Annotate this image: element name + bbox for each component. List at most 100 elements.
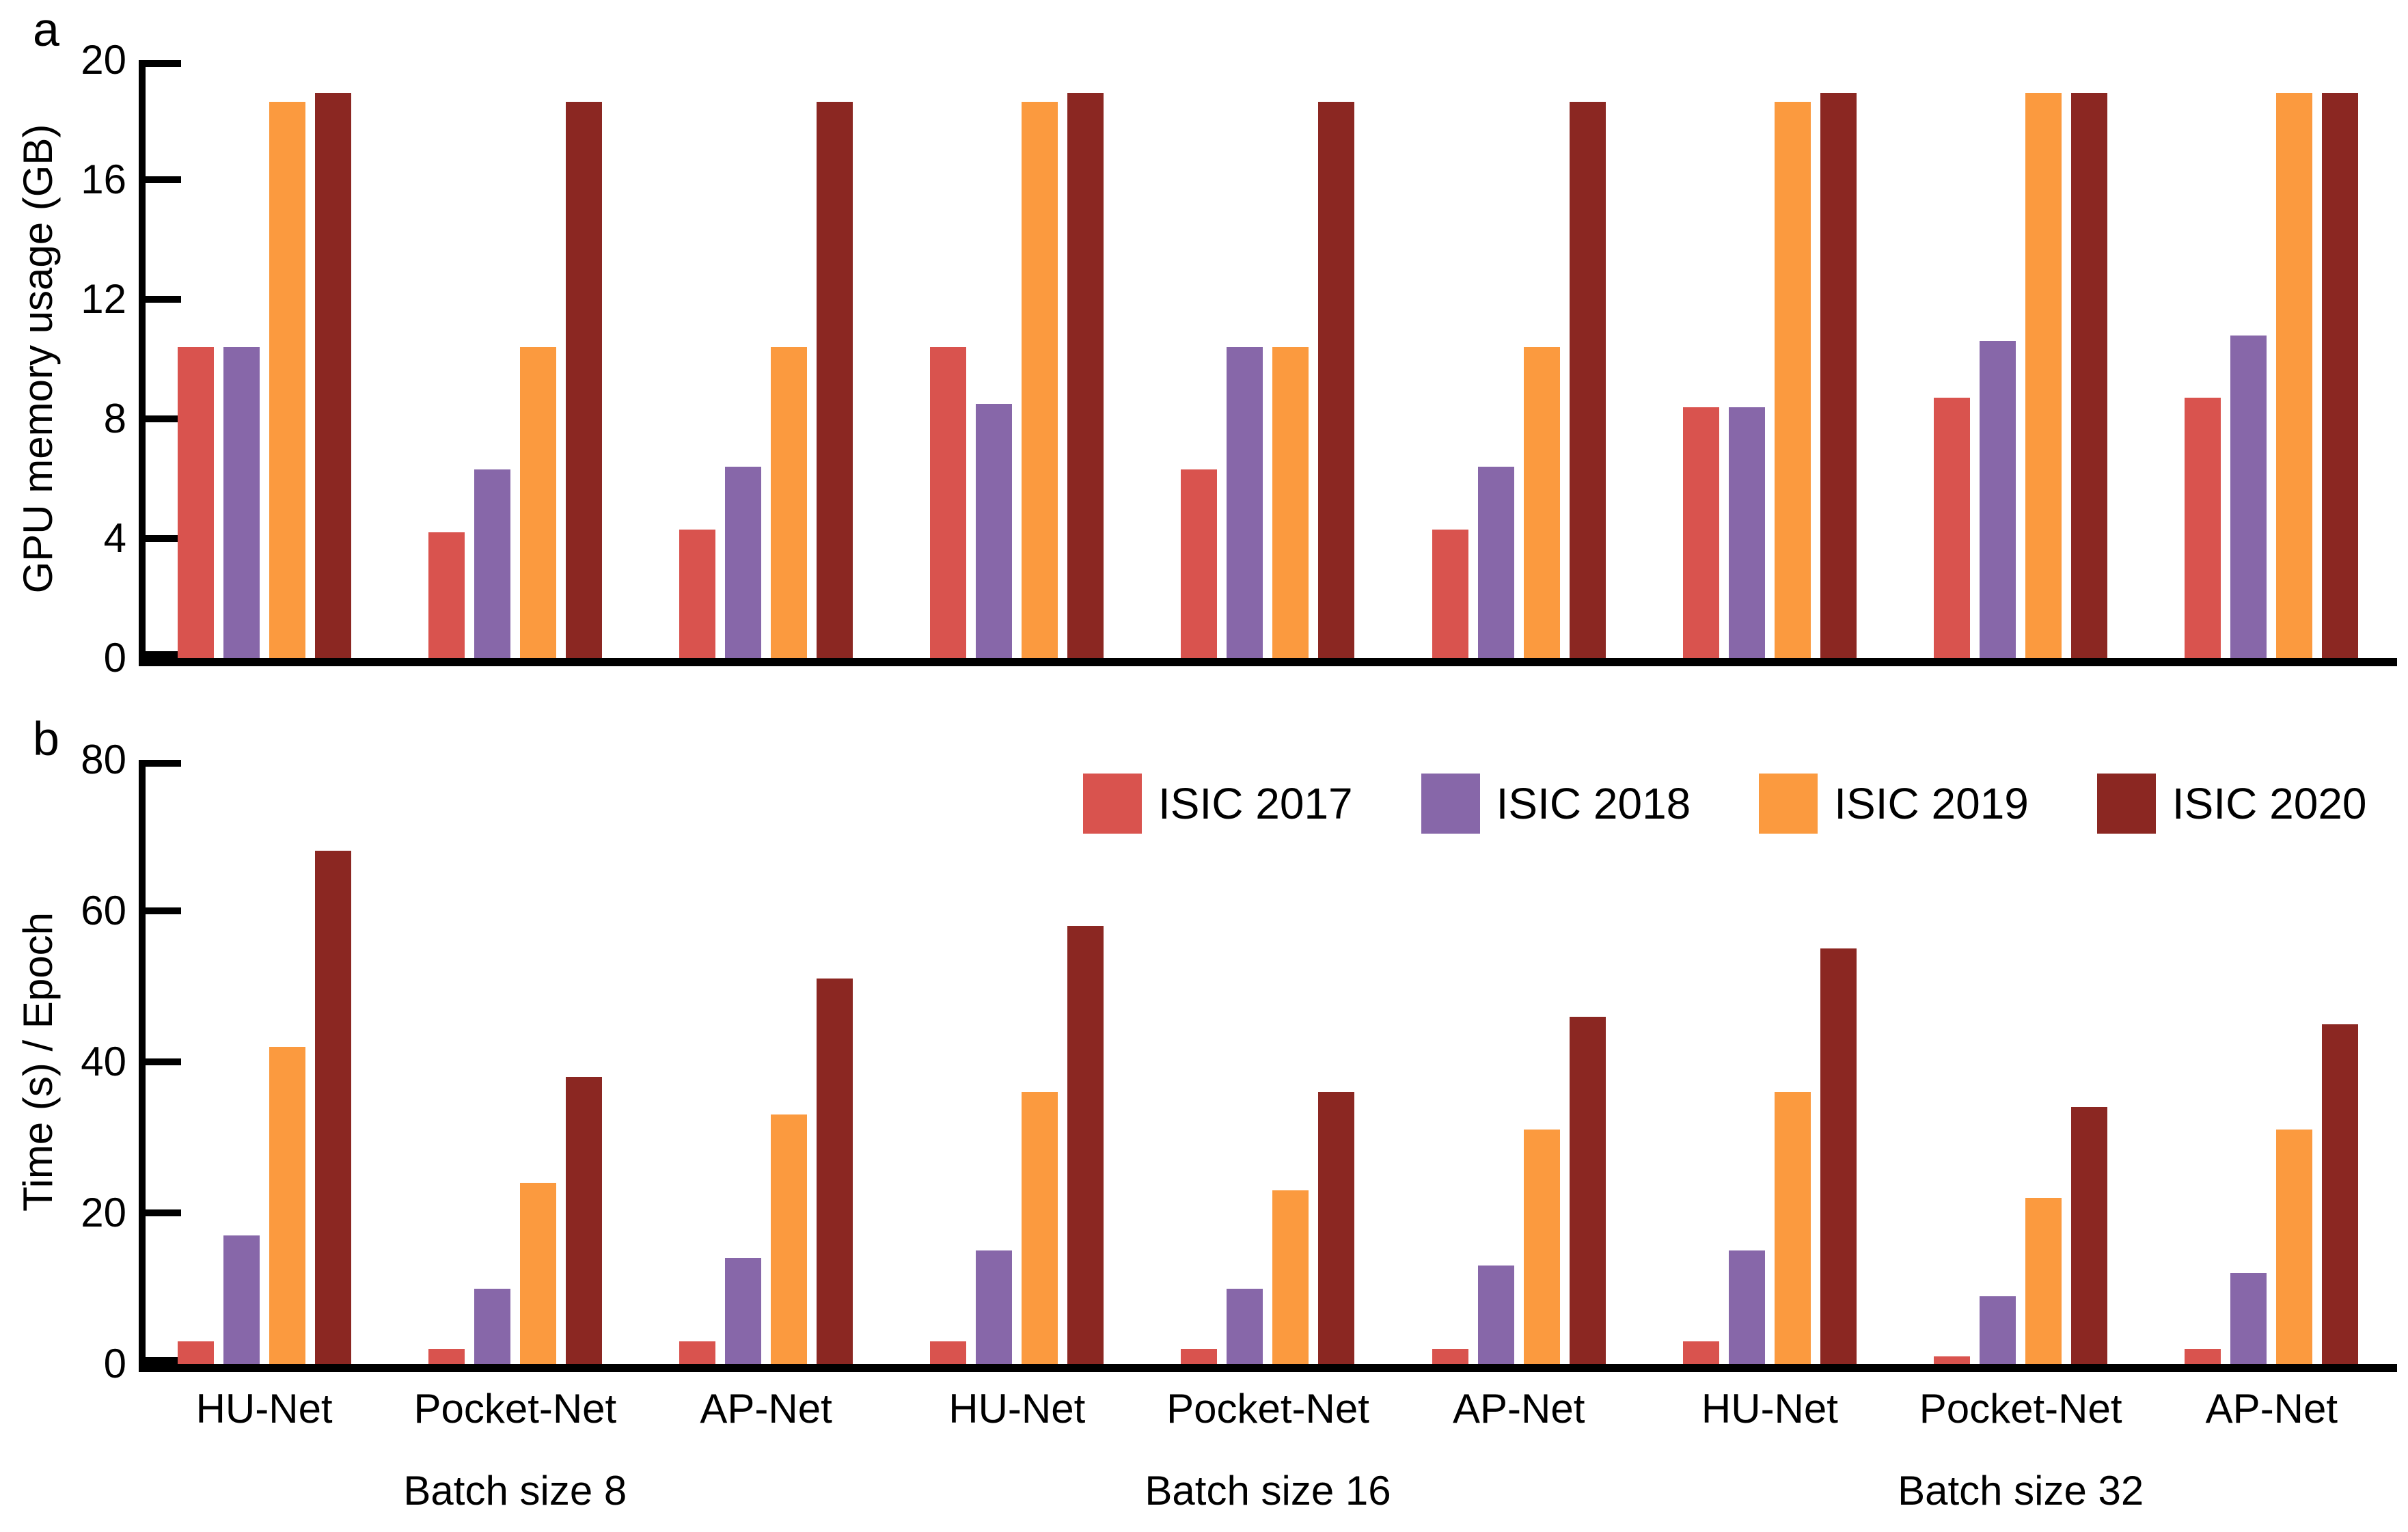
y-tick-label: 20 [81,1190,126,1235]
bar-group [389,760,640,1364]
bar-group [640,60,891,658]
bar-isic-2017 [679,529,716,658]
bar-group [2146,60,2397,658]
bar-group [1896,60,2146,658]
x-group-label: AP-Net [1453,1386,1585,1432]
bar-group [1143,60,1393,658]
bar-isic-2020 [1569,102,1606,658]
bar-isic-2018 [1980,1296,2016,1364]
y-tick-mark [146,907,181,914]
y-tick-label: 0 [103,635,126,681]
bar-isic-2020 [1820,948,1857,1364]
legend-swatch-isic-2018 [1421,774,1480,834]
bar-isic-2018 [1980,341,2016,658]
bar-group [139,760,389,1364]
x-batch-label: Batch size 16 [1145,1468,1391,1514]
bar-isic-2019 [1272,1190,1309,1364]
y-axis-line [139,60,146,666]
bar-isic-2020 [2071,1107,2108,1364]
bar-isic-2020 [314,93,351,658]
bar-isic-2018 [725,467,762,658]
bar-isic-2018 [725,1258,762,1364]
plot-area-gpu-memory [139,60,2397,666]
legend: ISIC 2017 ISIC 2018 ISIC 2019 ISIC 2020 [1083,774,2367,834]
bar-isic-2019 [2276,93,2313,658]
bar-isic-2017 [679,1341,716,1364]
legend-entry: ISIC 2017 [1083,774,1353,834]
bar-isic-2018 [1728,1250,1765,1364]
panel-label-a: a [33,3,59,56]
bar-group [1143,760,1393,1364]
bar-isic-2019 [1774,102,1811,658]
bar-isic-2018 [223,347,260,658]
bar-isic-2019 [269,1046,305,1364]
x-axis-line [139,1364,2397,1372]
legend-swatch-isic-2017 [1083,774,1142,834]
legend-entry: ISIC 2018 [1421,774,1691,834]
x-axis-batch-labels: Batch size 8 Batch size 16 Batch size 32 [139,1464,2397,1518]
bar-isic-2019 [2025,1197,2062,1364]
bar-isic-2017 [1682,407,1719,658]
bar-isic-2020 [817,102,853,658]
bar-isic-2020 [1820,93,1857,658]
legend-label: ISIC 2020 [2172,779,2367,828]
x-group-label: Pocket-Net [1166,1386,1369,1432]
bar-isic-2019 [519,1182,556,1364]
y-tick-label: 20 [81,37,126,83]
bar-isic-2017 [428,1348,465,1364]
bar-isic-2019 [771,347,808,658]
bar-group [139,60,389,658]
bar-isic-2018 [1728,407,1765,658]
y-tick-mark [146,651,181,658]
bar-isic-2017 [2185,1348,2221,1364]
x-axis-line [139,658,2397,666]
bar-group [892,760,1143,1364]
bar-isic-2017 [177,1341,214,1364]
bar-isic-2017 [1432,1348,1468,1364]
bar-isic-2020 [1067,926,1104,1364]
bar-group [389,60,640,658]
x-group-label: Pocket-Net [413,1386,617,1432]
bar-isic-2019 [771,1114,808,1364]
x-axis-group-labels: HU-Net Pocket-Net AP-Net HU-Net Pocket-Net AP… [139,1382,2397,1436]
bar-isic-2018 [976,1250,1013,1364]
bar-isic-2020 [565,102,602,658]
legend-swatch-isic-2020 [2096,774,2156,834]
bar-isic-2020 [2322,1024,2359,1364]
y-tick-mark [146,760,181,767]
y-tick-mark [146,1209,181,1216]
legend-label: ISIC 2017 [1158,779,1353,828]
bar-isic-2019 [1523,347,1560,658]
bar-group [1644,60,1895,658]
bar-isic-2017 [1682,1341,1719,1364]
bar-isic-2020 [1318,1092,1355,1364]
bar-group [1393,760,1644,1364]
x-batch-label: Batch size 8 [403,1468,627,1514]
bar-isic-2018 [1227,1288,1263,1364]
bar-isic-2020 [1318,102,1355,658]
legend-swatch-isic-2019 [1759,774,1818,834]
bar-isic-2017 [1432,529,1468,658]
y-tick-label: 12 [81,276,126,322]
panel-label-b: b [33,712,59,765]
bar-isic-2020 [314,850,351,1364]
bar-isic-2020 [1569,1016,1606,1364]
bar-isic-2019 [269,102,305,658]
bar-isic-2019 [1774,1092,1811,1364]
plot-area-time-per-epoch [139,760,2397,1372]
x-group-label: HU-Net [195,1386,333,1432]
bar-isic-2018 [223,1235,260,1364]
x-group-label: AP-Net [2205,1386,2338,1432]
legend-label: ISIC 2018 [1496,779,1691,828]
bar-isic-2018 [976,404,1013,658]
bar-isic-2018 [474,469,510,658]
bar-isic-2017 [1181,1348,1218,1364]
y-tick-mark [146,296,181,303]
bar-isic-2017 [2185,398,2221,658]
y-axis-line [139,760,146,1372]
y-tick-mark [146,176,181,183]
y-tick-label: 40 [81,1039,126,1084]
bar-group [892,60,1143,658]
y-tick-label: 4 [103,515,126,561]
